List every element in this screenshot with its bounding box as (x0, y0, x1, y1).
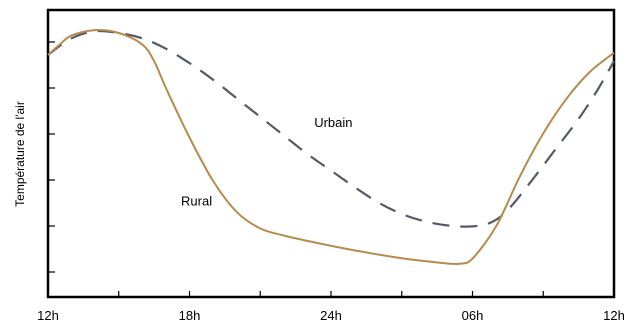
plot-frame (46, 8, 616, 299)
y-axis-label: Température de l'air (13, 101, 27, 207)
annotations: Urbain Rural (181, 115, 352, 209)
series-line-rural (47, 29, 615, 266)
annotation-rural: Rural (181, 194, 212, 209)
x-axis-ticks (118, 291, 544, 297)
series-layer (47, 29, 615, 266)
x-tick-label: 24h (320, 308, 342, 323)
x-axis-tick-labels: 12h 18h 24h 06h 12h (37, 308, 624, 323)
annotation-urbain: Urbain (314, 115, 352, 130)
series-line-urbain (47, 29, 615, 228)
y-axis-ticks (48, 41, 55, 273)
x-tick-label: 06h (462, 308, 484, 323)
x-tick-label: 12h (603, 308, 624, 323)
x-tick-label: 18h (179, 308, 201, 323)
x-tick-label: 12h (37, 308, 59, 323)
